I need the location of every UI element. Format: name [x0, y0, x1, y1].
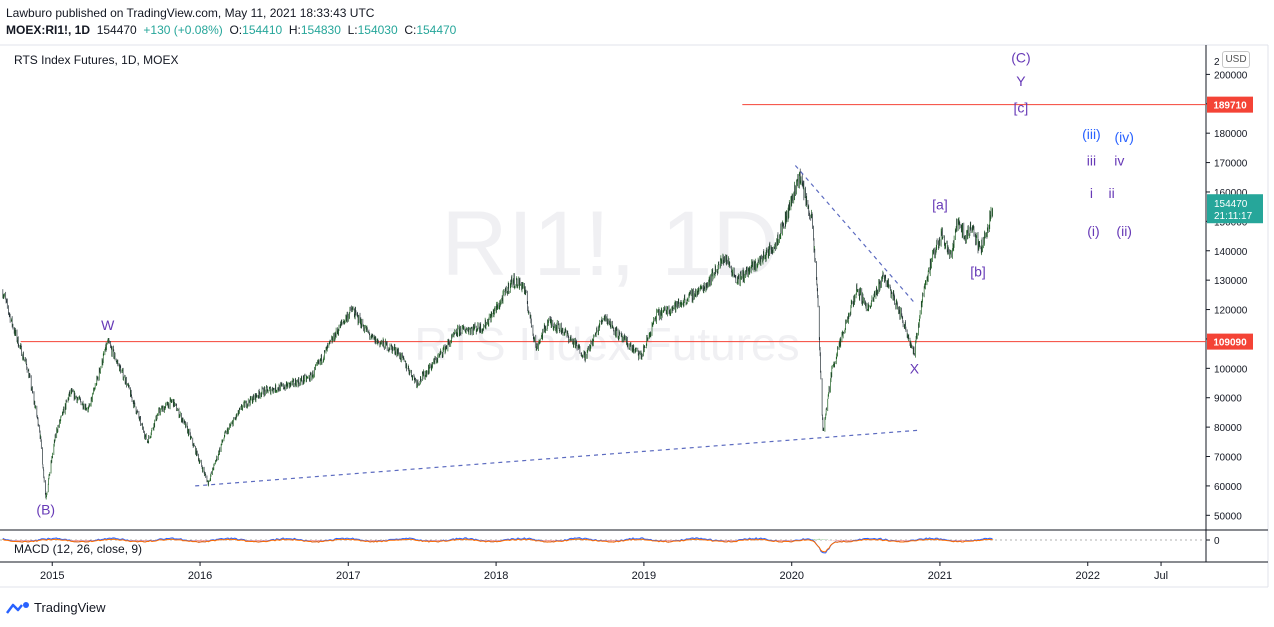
close-value: 154470 [416, 23, 457, 37]
chart-title: RTS Index Futures, 1D, MOEX [14, 53, 179, 67]
macd-legend: MACD (12, 26, close, 9) [14, 542, 143, 556]
price-tick-label-partial: 2 [1214, 57, 1220, 68]
price-tick-label: 160000 [1214, 188, 1248, 199]
wave-label: iv [1114, 153, 1124, 169]
wave-label: (B) [36, 502, 55, 518]
level-price-tag-label: 109090 [1213, 338, 1247, 349]
price-tick-label: 100000 [1214, 364, 1248, 375]
wave-label: (ii) [1116, 223, 1132, 239]
price-tick-label: 50000 [1214, 511, 1242, 522]
price-tick-label: 60000 [1214, 482, 1242, 493]
publisher-line: Lawburo published on TradingView.com, Ma… [6, 6, 375, 20]
trend-lines[interactable] [195, 165, 921, 487]
open-value: 154410 [242, 23, 283, 37]
time-tick-label: 2017 [336, 570, 360, 582]
time-tick-label: 2019 [632, 570, 656, 582]
horizontal-levels[interactable] [20, 104, 1206, 343]
time-axis[interactable]: 2015 2016 2017 2018 2019 2020 2021 2022 Jul [40, 562, 1168, 582]
symbol-label: MOEX:RI1!, 1D [6, 23, 91, 37]
last-price-tag-countdown: 21:11:17 [1214, 211, 1253, 222]
price-tick-label: 170000 [1214, 159, 1248, 170]
wave-label: [c] [1014, 100, 1029, 116]
time-tick-label: 2022 [1076, 570, 1100, 582]
time-tick-label: 2018 [484, 570, 508, 582]
wave-label: Y [1016, 73, 1026, 89]
tradingview-logo-icon [6, 601, 29, 614]
last-price-value: 154470 [96, 23, 137, 37]
tradingview-branding[interactable]: TradingView [6, 600, 106, 615]
watermark-symbol: RI1!, 1D [441, 193, 778, 295]
watermark: RI1!, 1D RTS Index Futures [414, 193, 799, 370]
time-tick-label: 2015 [40, 570, 64, 582]
last-price-tag-value: 154470 [1214, 199, 1248, 210]
price-tick-label: 200000 [1214, 70, 1248, 81]
price-tick-label: 130000 [1214, 276, 1248, 287]
low-label: L: [347, 23, 358, 37]
wave-labels: (B) W X [a] [b] (C) Y [c] (iii) (iv) iii iv i ii (i) (i… [36, 50, 1133, 518]
time-tick-label: Jul [1154, 570, 1168, 582]
wave-label: i [1090, 185, 1093, 201]
price-tick-label: 120000 [1214, 306, 1248, 317]
wave-label: iii [1087, 153, 1096, 169]
candlestick-series [2, 168, 993, 500]
price-tick-label: 80000 [1214, 423, 1242, 434]
wave-label: (iii) [1082, 126, 1101, 142]
close-label: C: [404, 23, 417, 37]
change-value: +130 (+0.08%) [143, 23, 223, 37]
wave-label: ii [1109, 185, 1115, 201]
time-tick-label: 2021 [928, 570, 952, 582]
time-tick-label: 2020 [779, 570, 803, 582]
high-value: 154830 [300, 23, 341, 37]
price-tick-label: 70000 [1214, 453, 1242, 464]
low-value: 154030 [357, 23, 398, 37]
dashed-trend-line [794, 165, 916, 305]
macd-signal-line [2, 538, 993, 553]
time-tick-label: 2016 [188, 570, 212, 582]
watermark-name: RTS Index Futures [414, 318, 799, 370]
wave-label: (C) [1011, 50, 1030, 66]
last-price-tag [1207, 194, 1263, 224]
wave-label: (iv) [1114, 129, 1133, 145]
level-price-tag [1207, 333, 1253, 350]
price-axis[interactable]: 5000060000700008000090000100000110000120… [1206, 57, 1248, 547]
wave-label: [a] [932, 196, 948, 212]
currency-button[interactable]: USD [1222, 51, 1250, 68]
level-price-tag-label: 189710 [1213, 101, 1247, 112]
symbol-ohlc-line: MOEX:RI1!, 1D 154470 +130 (+0.08%) O:154… [6, 23, 456, 37]
price-tick-label: 90000 [1214, 394, 1242, 405]
level-price-tag [1207, 96, 1253, 113]
macd-indicator [0, 537, 1206, 554]
macd-zero-label: 0 [1214, 536, 1220, 547]
wave-label: (i) [1087, 223, 1099, 239]
high-label: H: [288, 23, 301, 37]
wave-label: W [101, 317, 115, 333]
dashed-trend-line [195, 429, 921, 487]
tradingview-name: TradingView [34, 600, 106, 615]
wave-label: [b] [970, 264, 986, 280]
price-tick-label: 140000 [1214, 247, 1248, 258]
price-tick-label: 180000 [1214, 129, 1248, 140]
open-label: O: [229, 23, 243, 37]
wave-label: X [910, 361, 920, 377]
